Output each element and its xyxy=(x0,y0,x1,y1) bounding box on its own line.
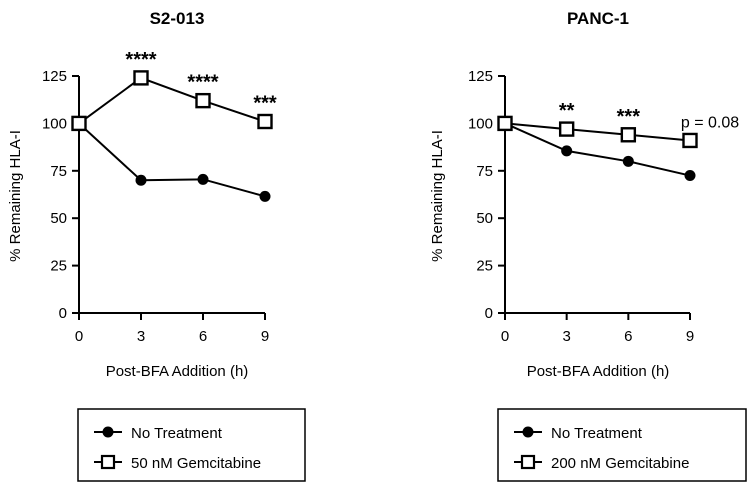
x-tick-label: 3 xyxy=(562,328,570,345)
legend-label-no-treatment: No Treatment xyxy=(131,425,223,442)
chart-s2-013: S2-013 0 25 50 75 100 125 0 3 6 9 Post-BFA Addit… xyxy=(7,9,306,482)
x-tick-label: 6 xyxy=(199,328,207,345)
data-point-square xyxy=(71,115,87,132)
legend-marker-circle xyxy=(522,426,534,438)
y-ticks: 0 25 50 75 100 125 xyxy=(42,68,79,322)
series-lines xyxy=(504,122,691,177)
legend-label-gemcitabine: 200 nM Gemcitabine xyxy=(551,455,689,472)
x-axis-label: Post-BFA Addition (h) xyxy=(106,363,249,380)
chart-panc-1: PANC-1 0 25 50 75 100 125 0 3 6 9 Post-BFA Addit… xyxy=(429,9,747,482)
series-lines xyxy=(78,76,266,198)
significance-label: *** xyxy=(617,106,641,128)
y-ticks: 0 25 50 75 100 125 xyxy=(468,68,505,322)
series-line xyxy=(78,76,266,125)
data-point-circle xyxy=(684,170,696,182)
data-point-square xyxy=(195,92,211,109)
significance-label: ** xyxy=(559,100,575,122)
series-line xyxy=(78,122,266,198)
y-axis-label: % Remaining HLA-I xyxy=(7,130,24,262)
data-point-circle xyxy=(259,190,271,202)
chart-title: PANC-1 xyxy=(567,9,629,28)
series-line xyxy=(504,122,691,142)
x-ticks: 0 3 6 9 xyxy=(501,313,694,345)
data-point-circle xyxy=(135,174,147,186)
legend-marker-circle xyxy=(102,426,114,438)
y-tick-label: 125 xyxy=(468,68,493,85)
y-tick-label: 100 xyxy=(468,115,493,132)
y-tick-label: 75 xyxy=(476,163,493,180)
x-axis-label: Post-BFA Addition (h) xyxy=(527,363,670,380)
data-point-square xyxy=(558,121,575,137)
x-tick-label: 0 xyxy=(75,328,83,345)
significance-label: *** xyxy=(253,93,277,115)
data-point-circle xyxy=(622,155,634,167)
significance-annotations: ** *** p = 0.08 xyxy=(559,100,739,131)
y-tick-label: 50 xyxy=(476,210,493,227)
legend-marker-square xyxy=(520,454,536,470)
series-line xyxy=(504,122,691,177)
y-tick-label: 50 xyxy=(50,210,67,227)
series-markers xyxy=(497,115,698,182)
data-point-circle xyxy=(561,145,573,157)
legend: No Treatment 50 nM Gemcitabine xyxy=(77,408,306,482)
legend-box xyxy=(497,408,747,482)
x-tick-label: 3 xyxy=(137,328,145,345)
y-tick-label: 100 xyxy=(42,115,67,132)
legend-label-gemcitabine: 50 nM Gemcitabine xyxy=(131,455,261,472)
y-tick-label: 25 xyxy=(476,258,493,275)
y-tick-label: 0 xyxy=(485,305,493,322)
y-tick-label: 125 xyxy=(42,68,67,85)
series-markers xyxy=(71,70,273,202)
legend: No Treatment 200 nM Gemcitabine xyxy=(497,408,747,482)
significance-label: **** xyxy=(125,49,156,71)
x-ticks: 0 3 6 9 xyxy=(75,313,269,345)
data-point-square xyxy=(682,132,698,149)
x-tick-label: 0 xyxy=(501,328,509,345)
x-tick-label: 6 xyxy=(624,328,632,345)
legend-label-no-treatment: No Treatment xyxy=(551,425,643,442)
chart-title: S2-013 xyxy=(150,9,205,28)
data-point-square xyxy=(257,113,273,130)
data-point-square xyxy=(133,70,149,86)
x-tick-label: 9 xyxy=(686,328,694,345)
data-point-circle xyxy=(197,173,209,185)
y-tick-label: 0 xyxy=(59,305,67,322)
y-tick-label: 75 xyxy=(50,163,67,180)
y-tick-label: 25 xyxy=(50,258,67,275)
data-point-square xyxy=(620,127,637,143)
y-axis-label: % Remaining HLA-I xyxy=(429,130,446,262)
significance-label: **** xyxy=(187,72,218,94)
data-point-square xyxy=(497,115,513,132)
significance-annotations: *********** xyxy=(125,49,276,115)
x-tick-label: 9 xyxy=(261,328,269,345)
significance-label: p = 0.08 xyxy=(681,114,739,131)
legend-box xyxy=(77,408,306,482)
legend-marker-square xyxy=(100,454,116,470)
